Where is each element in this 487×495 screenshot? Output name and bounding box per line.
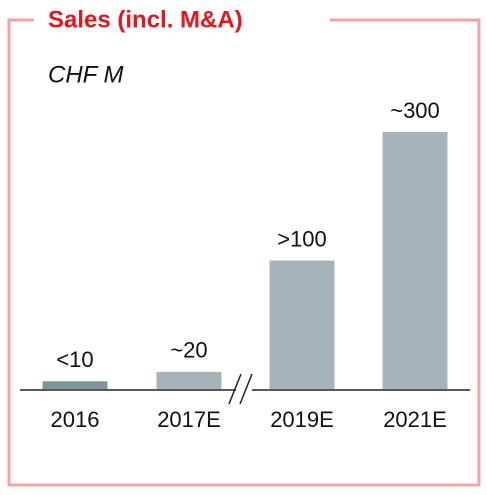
chart-subtitle: CHF M [48, 61, 124, 88]
bar [382, 132, 448, 389]
x-tick-label: 2021E [383, 407, 447, 432]
value-label: ~300 [390, 98, 440, 123]
x-tick-label: 2017E [157, 407, 221, 432]
title-backdrop [34, 2, 330, 38]
x-tick-label: 2016 [51, 407, 100, 432]
x-tick-label: 2019E [270, 407, 334, 432]
value-label: <10 [56, 347, 93, 372]
value-label: ~20 [170, 338, 207, 363]
axis-break [228, 373, 242, 405]
bar [156, 371, 222, 389]
chart-title: Sales (incl. M&A) [48, 6, 243, 33]
axis-break [239, 373, 253, 405]
break-gap [236, 386, 252, 394]
bar [269, 260, 335, 389]
bar [42, 381, 108, 389]
value-label: >100 [277, 226, 327, 251]
